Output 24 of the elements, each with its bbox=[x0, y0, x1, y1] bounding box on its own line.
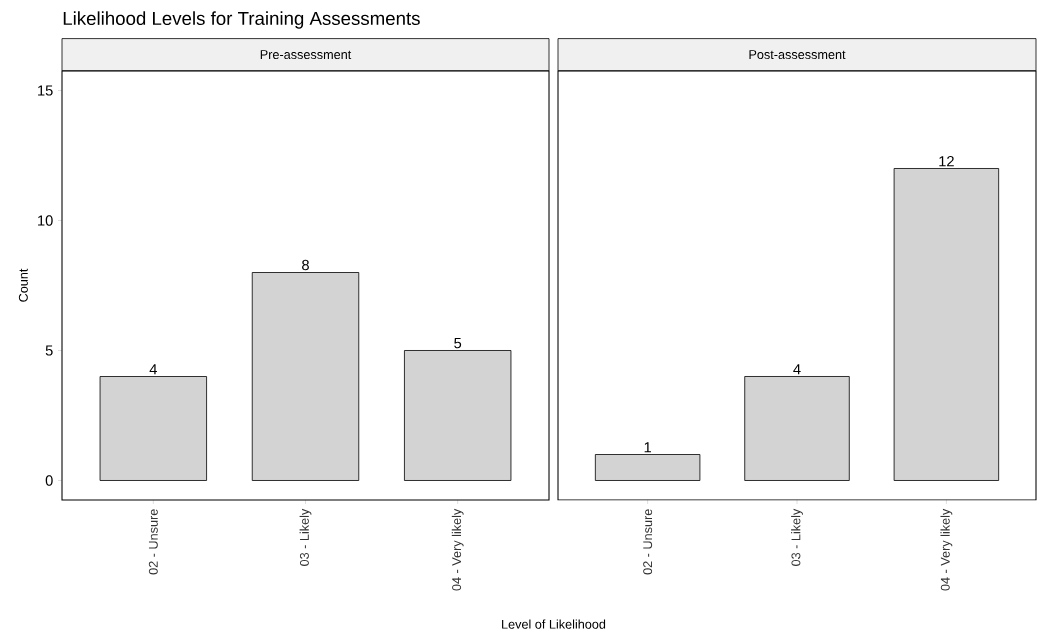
x-tick-label: 04 - Very likely bbox=[451, 508, 464, 591]
x-tick-label: 03 - Likely bbox=[791, 508, 803, 566]
x-tick-label: 02 - Unsure bbox=[148, 509, 158, 575]
bar bbox=[99, 376, 207, 481]
chart-title: Likelihood Levels for Training Assessments bbox=[63, 11, 420, 29]
bar bbox=[251, 272, 360, 481]
data-label: 8 bbox=[302, 259, 309, 271]
data-label: 12 bbox=[939, 156, 954, 167]
y-tick-label: 5 bbox=[45, 345, 53, 356]
data-label: 1 bbox=[644, 442, 651, 453]
x-axis-title: Level of Likelihood bbox=[502, 619, 606, 629]
data-label: 5 bbox=[454, 338, 462, 349]
chart-subtitle: Pre-assessment bbox=[260, 50, 352, 60]
y-tick-label: 0 bbox=[45, 475, 53, 486]
y-tick-label: 15 bbox=[38, 85, 53, 96]
data-label: 4 bbox=[149, 364, 157, 375]
x-tick-label: 02 - Unsure bbox=[643, 509, 653, 575]
y-tick-label: 10 bbox=[38, 215, 53, 226]
chart-subtitle: Post-assessment bbox=[749, 50, 846, 60]
x-tick-label: 04 - Very likely bbox=[940, 508, 953, 591]
bar bbox=[404, 350, 512, 481]
data-label: 4 bbox=[793, 364, 801, 375]
x-tick-label: 03 - Likely bbox=[299, 508, 312, 566]
y-axis-title: Count bbox=[18, 268, 28, 302]
